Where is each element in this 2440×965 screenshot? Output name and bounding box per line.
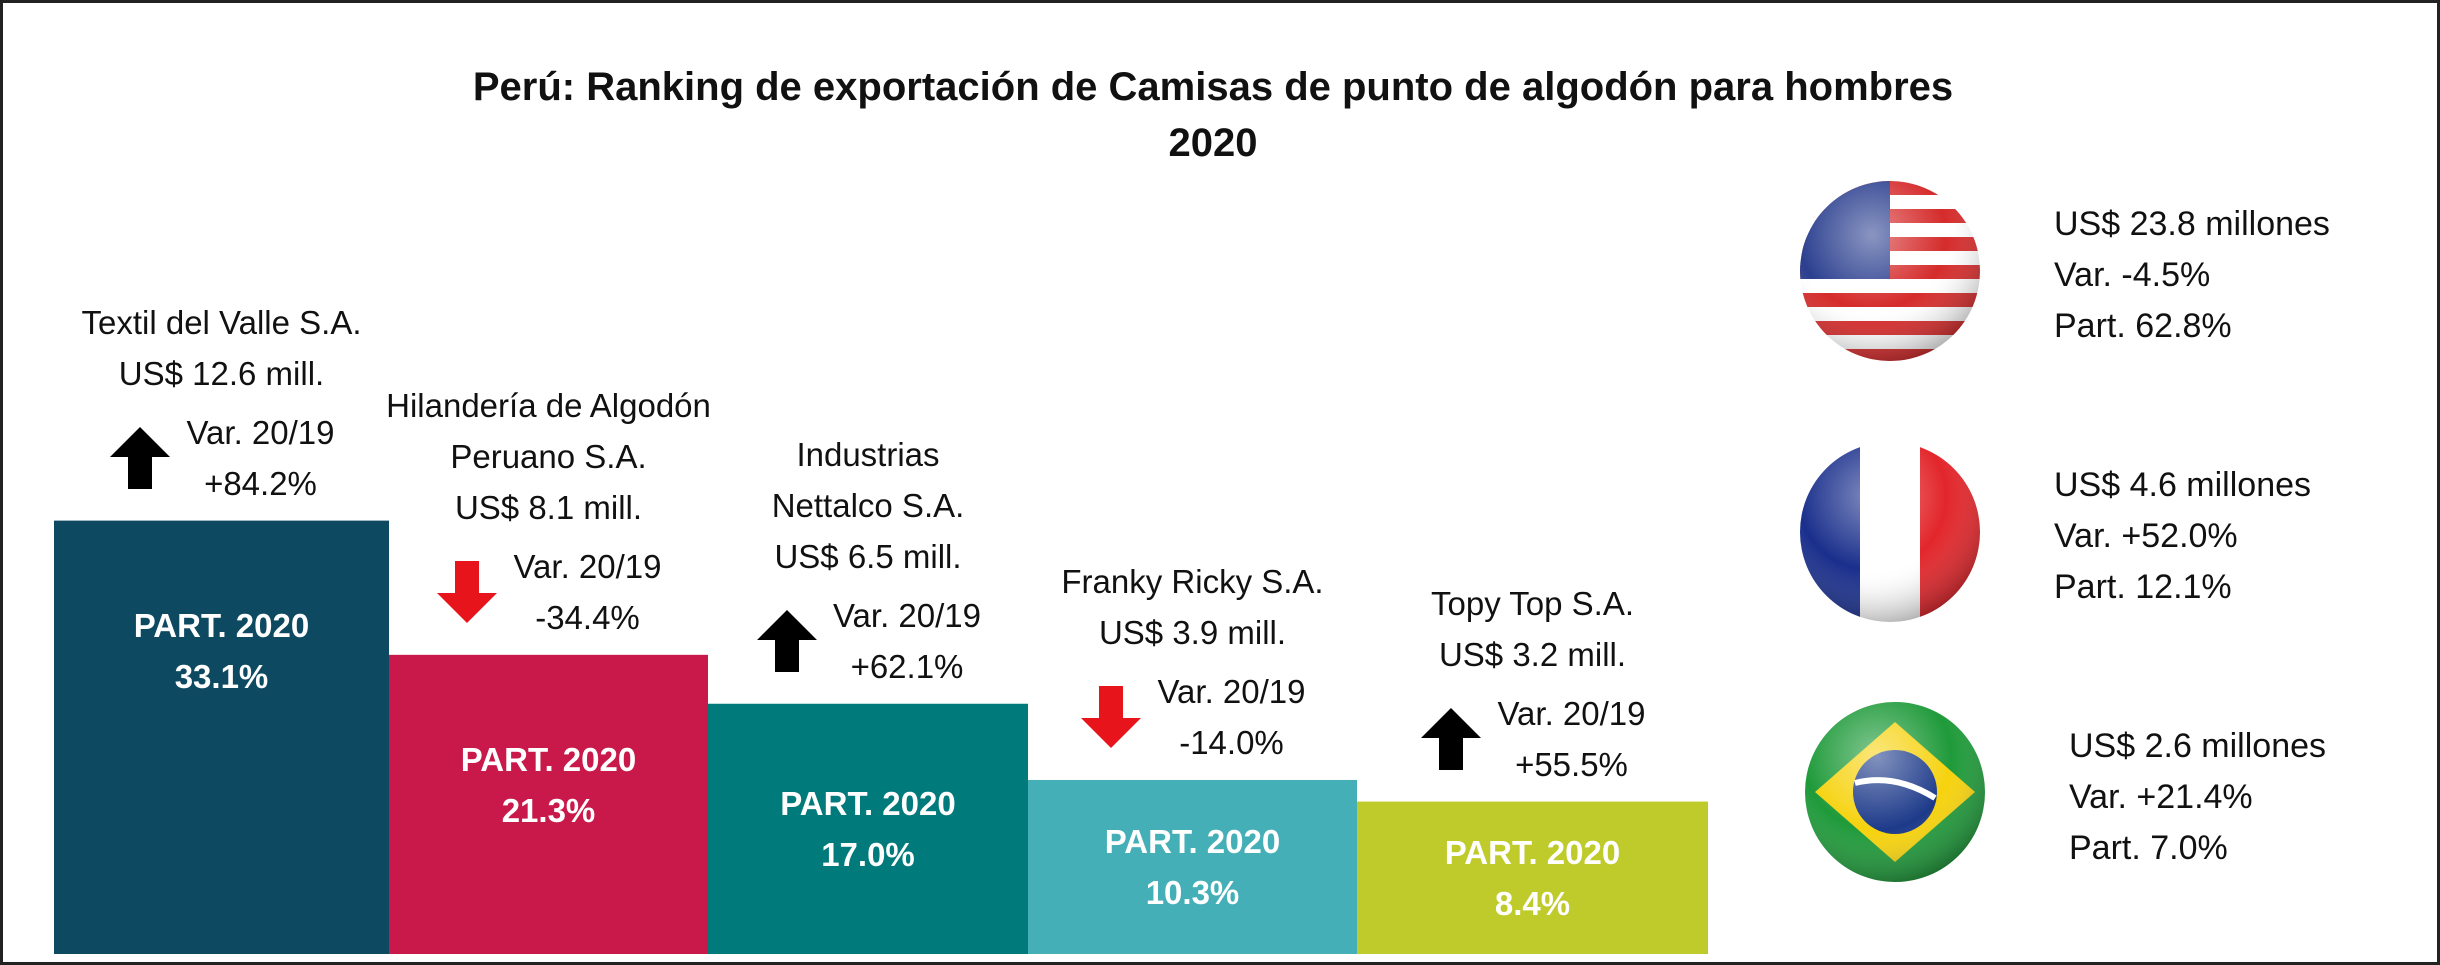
bar-label: PART. 2020 8.4% xyxy=(1357,827,1708,929)
change-value: +62.1% xyxy=(850,647,964,685)
bar xyxy=(389,654,708,954)
chart xyxy=(54,181,1985,954)
flag-gloss xyxy=(1805,702,1985,882)
share-value: 10.3% xyxy=(1145,873,1240,911)
company-name: Franky Ricky S.A. xyxy=(1061,562,1324,600)
change-caption: Var. 20/19 xyxy=(1497,694,1646,732)
company-name: Hilandería de Algodón Peruano S.A. xyxy=(386,386,711,475)
company-label: Topy Top S.A. US$ 3.2 mill. Var. 20/19 +55.… xyxy=(1333,578,1733,790)
company-exports: US$ 8.1 mill. xyxy=(454,488,643,526)
change-arrow-icon xyxy=(1421,707,1482,770)
share-value: 21.3% xyxy=(501,791,596,829)
change-row: Var. 20/19 +55.5% xyxy=(1333,688,1733,790)
market-share: Part. 62.8% xyxy=(2054,307,2232,345)
change-row: Var. 20/19 +84.2% xyxy=(22,407,422,509)
change-arrow xyxy=(1421,707,1482,770)
change-block: Var. 20/19 +62.1% xyxy=(833,590,981,692)
bar-label: PART. 2020 10.3% xyxy=(1028,816,1357,918)
change-row: Var. 20/19 +62.1% xyxy=(738,590,998,692)
company-label: Textil del Valle S.A. US$ 12.6 mill. Var. … xyxy=(22,297,422,509)
bar-label: PART. 2020 33.1% xyxy=(54,600,389,702)
change-arrow-icon xyxy=(437,560,498,623)
share-caption: PART. 2020 xyxy=(460,740,637,778)
change-arrow-icon xyxy=(756,609,817,672)
change-arrow xyxy=(1081,685,1142,748)
market-change: Var. +21.4% xyxy=(2069,778,2253,816)
flag-gloss xyxy=(1800,442,1980,622)
bar xyxy=(1357,801,1708,954)
company-exports: US$ 3.2 mill. xyxy=(1438,635,1627,673)
market-share: Part. 7.0% xyxy=(2069,829,2228,867)
flag-gloss xyxy=(1800,181,1980,361)
change-caption: Var. 20/19 xyxy=(1157,672,1306,710)
company-exports: US$ 12.6 mill. xyxy=(118,354,325,392)
change-arrow-icon xyxy=(1081,685,1142,748)
share-caption: PART. 2020 xyxy=(1444,833,1621,871)
change-block: Var. 20/19 -14.0% xyxy=(1157,666,1305,768)
market-exports: US$ 23.8 millones xyxy=(2054,205,2330,243)
market-exports: US$ 2.6 millones xyxy=(2069,727,2327,765)
change-value: +55.5% xyxy=(1515,745,1628,783)
change-value: +84.2% xyxy=(204,464,317,502)
company-name: Industrias Nettalco S.A. xyxy=(771,435,965,524)
bar xyxy=(54,520,389,954)
bar-label: PART. 2020 17.0% xyxy=(708,778,1028,880)
share-value: 33.1% xyxy=(174,657,269,695)
share-caption: PART. 2020 xyxy=(1104,822,1281,860)
share-value: 8.4% xyxy=(1494,884,1571,922)
share-value: 17.0% xyxy=(821,835,915,873)
change-arrow xyxy=(756,609,817,672)
market-change: Var. +52.0% xyxy=(2054,517,2238,555)
change-arrow-icon xyxy=(110,426,171,489)
company-name: Topy Top S.A. xyxy=(1430,584,1634,622)
market-share: Part. 12.1% xyxy=(2054,568,2232,606)
change-value: -34.4% xyxy=(535,598,640,636)
market-label: US$ 4.6 millones Var. +52.0% Part. 12.1% xyxy=(2054,460,2311,613)
share-caption: PART. 2020 xyxy=(133,606,310,644)
change-row: Var. 20/19 -34.4% xyxy=(349,541,749,643)
change-row: Var. 20/19 -14.0% xyxy=(993,666,1393,768)
company-exports: US$ 3.9 mill. xyxy=(1098,613,1287,651)
change-block: Var. 20/19 +55.5% xyxy=(1497,688,1645,790)
company-name: Textil del Valle S.A. xyxy=(81,303,362,341)
market-label: US$ 2.6 millones Var. +21.4% Part. 7.0% xyxy=(2069,721,2326,874)
change-caption: Var. 20/19 xyxy=(513,547,662,585)
company-label: Hilandería de Algodón Peruano S.A. US$ 8.… xyxy=(349,380,749,643)
company-exports: US$ 6.5 mill. xyxy=(774,537,962,575)
change-arrow xyxy=(437,560,498,623)
share-caption: PART. 2020 xyxy=(780,784,956,822)
change-caption: Var. 20/19 xyxy=(832,596,981,634)
change-block: Var. 20/19 -34.4% xyxy=(513,541,661,643)
market-exports: US$ 4.6 millones xyxy=(2054,466,2312,504)
market-change: Var. -4.5% xyxy=(2054,256,2211,294)
company-label: Industrias Nettalco S.A. US$ 6.5 mill. Var… xyxy=(738,429,998,692)
bar xyxy=(708,703,1028,954)
chart-title: Perú: Ranking de exportación de Camisas … xyxy=(472,65,1954,109)
bar-label: PART. 2020 21.3% xyxy=(389,734,708,836)
change-caption: Var. 20/19 xyxy=(186,413,335,451)
change-arrow xyxy=(110,426,171,489)
chart-subtitle: 2020 xyxy=(1168,121,1258,165)
change-value: -14.0% xyxy=(1179,723,1284,761)
bar xyxy=(1028,779,1357,954)
change-block: Var. 20/19 +84.2% xyxy=(186,407,334,509)
market-label: US$ 23.8 millones Var. -4.5% Part. 62.8% xyxy=(2054,199,2330,352)
company-label: Franky Ricky S.A. US$ 3.9 mill. Var. 20/19… xyxy=(993,556,1393,768)
